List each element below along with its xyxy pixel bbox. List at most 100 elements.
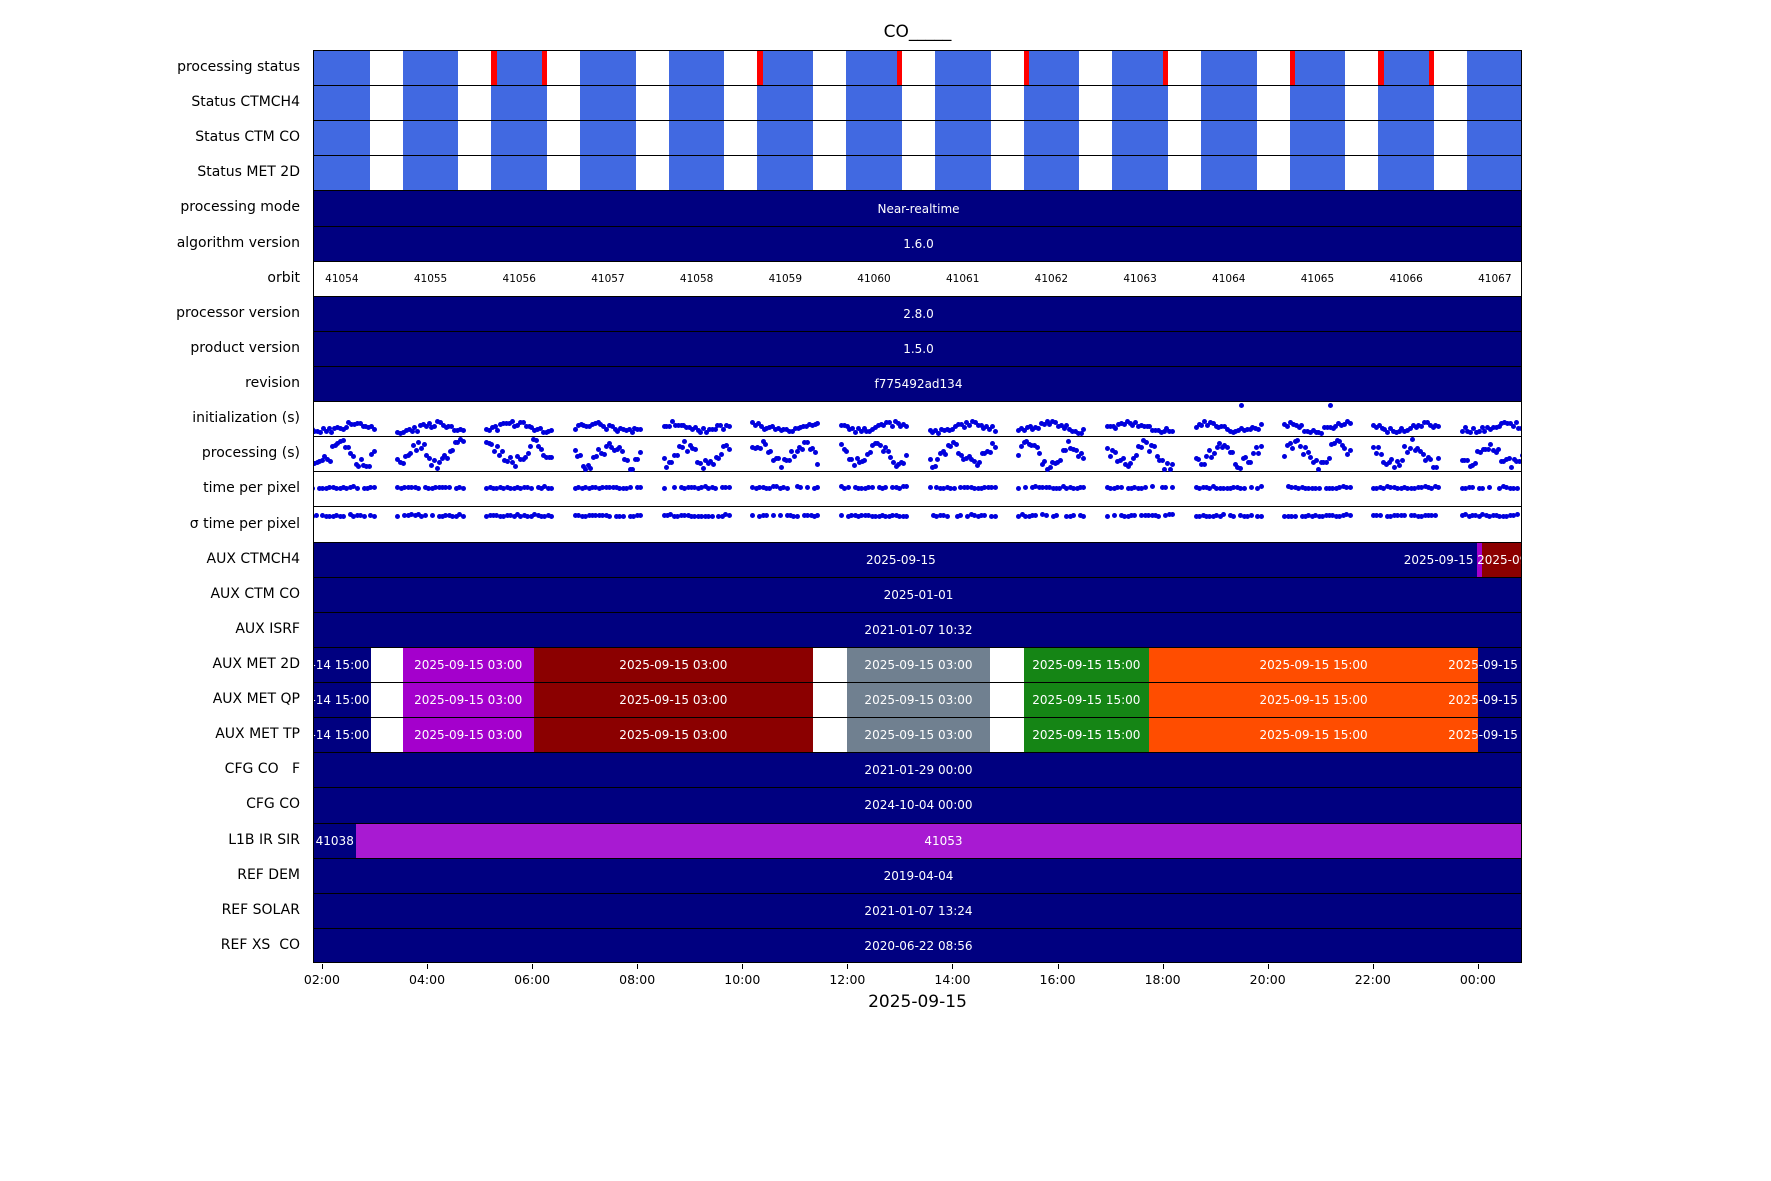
scatter-dot	[447, 448, 453, 454]
scatter-dot	[859, 485, 865, 491]
scatter-dot	[502, 458, 508, 464]
scatter-dot	[1371, 512, 1377, 518]
scatter-dot	[405, 453, 411, 459]
scatter-dot	[1227, 513, 1233, 519]
scatter-dot	[940, 449, 946, 455]
scatter-dot	[1504, 514, 1510, 520]
timeline-segment	[314, 823, 356, 858]
scatter-dot	[883, 484, 889, 490]
scatter-dot	[1219, 445, 1225, 451]
orbit-number: 41065	[1300, 272, 1335, 285]
scatter-dot	[1511, 457, 1517, 463]
x-tick-label: 12:00	[829, 972, 866, 987]
scatter-dot	[1466, 484, 1472, 490]
scatter-dot	[927, 427, 933, 433]
scatter-dot	[589, 513, 595, 519]
scatter-dot	[620, 514, 626, 520]
scatter-dot	[329, 429, 335, 435]
scatter-dot	[975, 485, 981, 491]
scatter-dot	[325, 456, 330, 462]
scatter-dot	[330, 484, 336, 490]
scatter-dot	[458, 437, 463, 443]
scatter-dot	[542, 513, 548, 519]
scatter-dot	[849, 456, 855, 462]
scatter-dot	[398, 459, 404, 465]
scatter-dot	[1231, 484, 1237, 490]
scatter-dot	[845, 485, 851, 491]
scatter-dot	[1197, 514, 1203, 520]
scatter-dot	[1415, 445, 1421, 451]
scatter-dot	[1207, 514, 1213, 520]
scatter-dot	[867, 449, 873, 455]
scatter-dot	[1382, 426, 1388, 432]
scatter-dot	[353, 461, 359, 467]
scatter-dot	[1121, 422, 1127, 427]
value-bar	[314, 928, 1521, 962]
scatter-dot	[695, 485, 701, 491]
scatter-dot	[426, 420, 432, 426]
scatter-dot	[805, 484, 811, 490]
scatter-dot	[437, 460, 443, 466]
scatter-dot	[347, 512, 353, 518]
scatter-dot	[1050, 485, 1056, 491]
scatter-dot	[491, 486, 496, 492]
scatter-dot	[409, 512, 415, 518]
scatter-dot	[446, 423, 452, 429]
x-tick	[742, 964, 744, 969]
scatter-dot	[521, 512, 527, 518]
scatter-dot	[1193, 456, 1199, 462]
scatter-dot	[1247, 427, 1253, 433]
scatter-dot	[870, 442, 876, 448]
status-block	[491, 86, 548, 121]
scatter-dot	[584, 424, 590, 430]
scatter-dot	[349, 422, 355, 428]
scatter-dot	[975, 422, 981, 428]
scatter-dot	[446, 484, 452, 490]
scatter-dot	[486, 428, 492, 434]
scatter-dot	[1313, 457, 1319, 463]
scatter-dot	[1040, 512, 1046, 518]
value-bar-text: 1.6.0	[903, 236, 934, 251]
scatter-dot	[1216, 425, 1222, 431]
scatter-dot	[419, 513, 425, 519]
scatter-dot	[1471, 425, 1477, 431]
scatter-dot	[1405, 486, 1411, 492]
scatter-dot	[870, 427, 876, 433]
scatter-dot	[511, 485, 517, 491]
scatter-dot	[1055, 423, 1061, 429]
scatter-dot	[1436, 424, 1442, 430]
scatter-dot	[1324, 460, 1330, 466]
x-tick	[1267, 964, 1269, 969]
timeline-segment	[847, 683, 990, 718]
scatter-dot	[593, 453, 599, 459]
row-label-algorithm-version: algorithm version	[176, 234, 300, 251]
scatter-dot	[1104, 484, 1110, 490]
scatter-dot	[518, 485, 524, 491]
scatter-dot	[449, 424, 455, 430]
timeline-segment	[402, 647, 534, 683]
scatter-dot	[801, 423, 807, 429]
scatter-dot	[1222, 424, 1227, 430]
scatter-dot	[1412, 513, 1418, 519]
scatter-dot	[1412, 485, 1418, 491]
scatter-dot	[777, 485, 783, 491]
scatter-dot	[934, 484, 940, 490]
scatter-dot	[878, 421, 884, 427]
scatter-dot	[322, 453, 328, 459]
scatter-dot	[842, 486, 848, 492]
scatter-dot	[695, 459, 701, 465]
scatter-dot	[520, 456, 526, 462]
scatter-dot	[1060, 447, 1066, 453]
status-block	[1023, 86, 1080, 121]
scatter-dot	[760, 439, 766, 445]
scatter-dot	[1371, 422, 1377, 428]
scatter-dot	[1193, 485, 1199, 491]
scatter-dot	[1386, 460, 1392, 466]
status-block	[1378, 156, 1434, 191]
scatter-dot	[1463, 512, 1469, 518]
scatter-dot	[1170, 428, 1176, 434]
timeline-segment-text: 2025-09-15 03:00	[864, 728, 973, 743]
scatter-dot	[509, 419, 515, 425]
scatter-dot	[315, 428, 321, 434]
scatter-dot	[446, 513, 452, 519]
